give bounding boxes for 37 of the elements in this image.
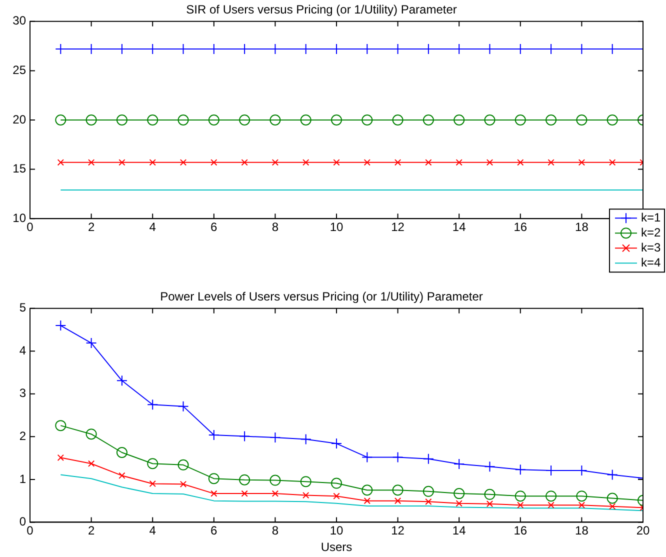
x-tick-label: 12 [391, 524, 405, 538]
legend-label: k=4 [641, 255, 662, 270]
x-tick-label: 4 [149, 220, 156, 234]
x-tick-label: 2 [88, 524, 95, 538]
x-tick-label: 10 [330, 524, 344, 538]
y-tick-label: 4 [19, 343, 26, 358]
x-tick-label: 10 [330, 220, 344, 234]
x-tick-label: 12 [391, 220, 405, 234]
y-tick-label: 25 [12, 63, 26, 78]
y-tick-label: 0 [19, 514, 26, 529]
legend-label: k=2 [641, 225, 662, 240]
x-tick-label: 14 [452, 220, 466, 234]
y-tick-label: 15 [12, 162, 26, 176]
chart-title: Power Levels of Users versus Pricing (or 1/Utility) Parameter [160, 290, 483, 304]
x-tick-label: 16 [514, 524, 528, 538]
x-tick-label: 18 [575, 220, 589, 234]
y-tick-label: 10 [12, 210, 26, 225]
y-tick-label: 30 [12, 14, 26, 28]
legend-label: k=1 [641, 210, 662, 224]
chart-title: SIR of Users versus Pricing (or 1/Utility) Parameter [186, 2, 457, 17]
x-tick-label: 8 [272, 524, 279, 538]
y-tick-label: 5 [19, 300, 26, 315]
x-tick-label: 14 [452, 524, 466, 538]
x-tick-label: 8 [272, 220, 279, 234]
legend-label: k=3 [641, 240, 662, 254]
x-tick-label: 16 [514, 220, 528, 234]
y-tick-label: 1 [19, 472, 26, 486]
x-tick-label: 4 [149, 524, 156, 538]
x-tick-label: 18 [575, 524, 589, 538]
x-axis-title: Users [320, 540, 352, 554]
x-tick-label: 6 [210, 220, 218, 234]
y-tick-label: 20 [12, 112, 26, 126]
y-tick-label: 3 [19, 386, 26, 400]
x-tick-label: 6 [210, 524, 218, 538]
x-tick-label: 20 [636, 524, 650, 538]
x-tick-label: 2 [88, 220, 95, 234]
y-tick-label: 2 [19, 428, 26, 443]
